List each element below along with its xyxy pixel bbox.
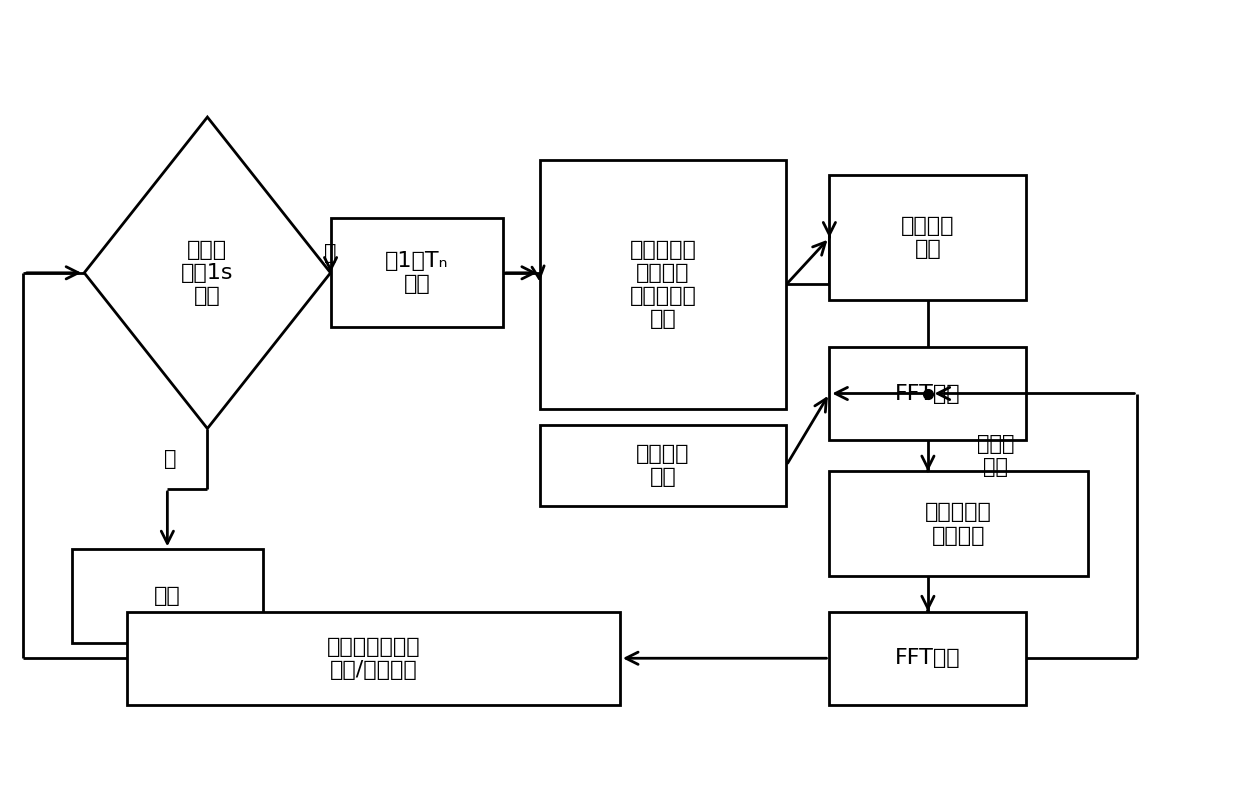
Bar	[539, 160, 786, 409]
Text: FFT运算: FFT运算	[895, 383, 961, 404]
Text: 分析带宽
滤波: 分析带宽 滤波	[901, 216, 955, 260]
Bar	[830, 347, 1027, 440]
Bar	[830, 471, 1087, 577]
Text: FFT运算: FFT运算	[895, 648, 961, 668]
Bar	[830, 176, 1027, 300]
Text: 本地参考信
号重采样: 本地参考信 号重采样	[925, 502, 992, 545]
Text: 否: 否	[325, 243, 337, 264]
Bar	[830, 611, 1027, 705]
Text: 是否已
使用1s
数据: 是否已 使用1s 数据	[181, 239, 233, 306]
Bar	[72, 549, 263, 643]
Text: 终止: 终止	[154, 586, 181, 606]
Text: 本地参考
信号: 本地参考 信号	[636, 444, 689, 487]
Bar	[331, 218, 503, 327]
Polygon shape	[84, 117, 331, 429]
Text: 是: 是	[164, 449, 176, 469]
Bar	[128, 611, 620, 705]
Bar	[539, 425, 786, 506]
Text: 下变频、发
射带宽滤
波，功率归
一化: 下变频、发 射带宽滤 波，功率归 一化	[630, 240, 697, 329]
Text: 粗略码
相位: 粗略码 相位	[977, 434, 1014, 478]
Text: 记录该周期的精
细码/载波相位: 记录该周期的精 细码/载波相位	[327, 637, 420, 680]
Text: 取1个Tₙ
数据: 取1个Tₙ 数据	[386, 251, 449, 294]
